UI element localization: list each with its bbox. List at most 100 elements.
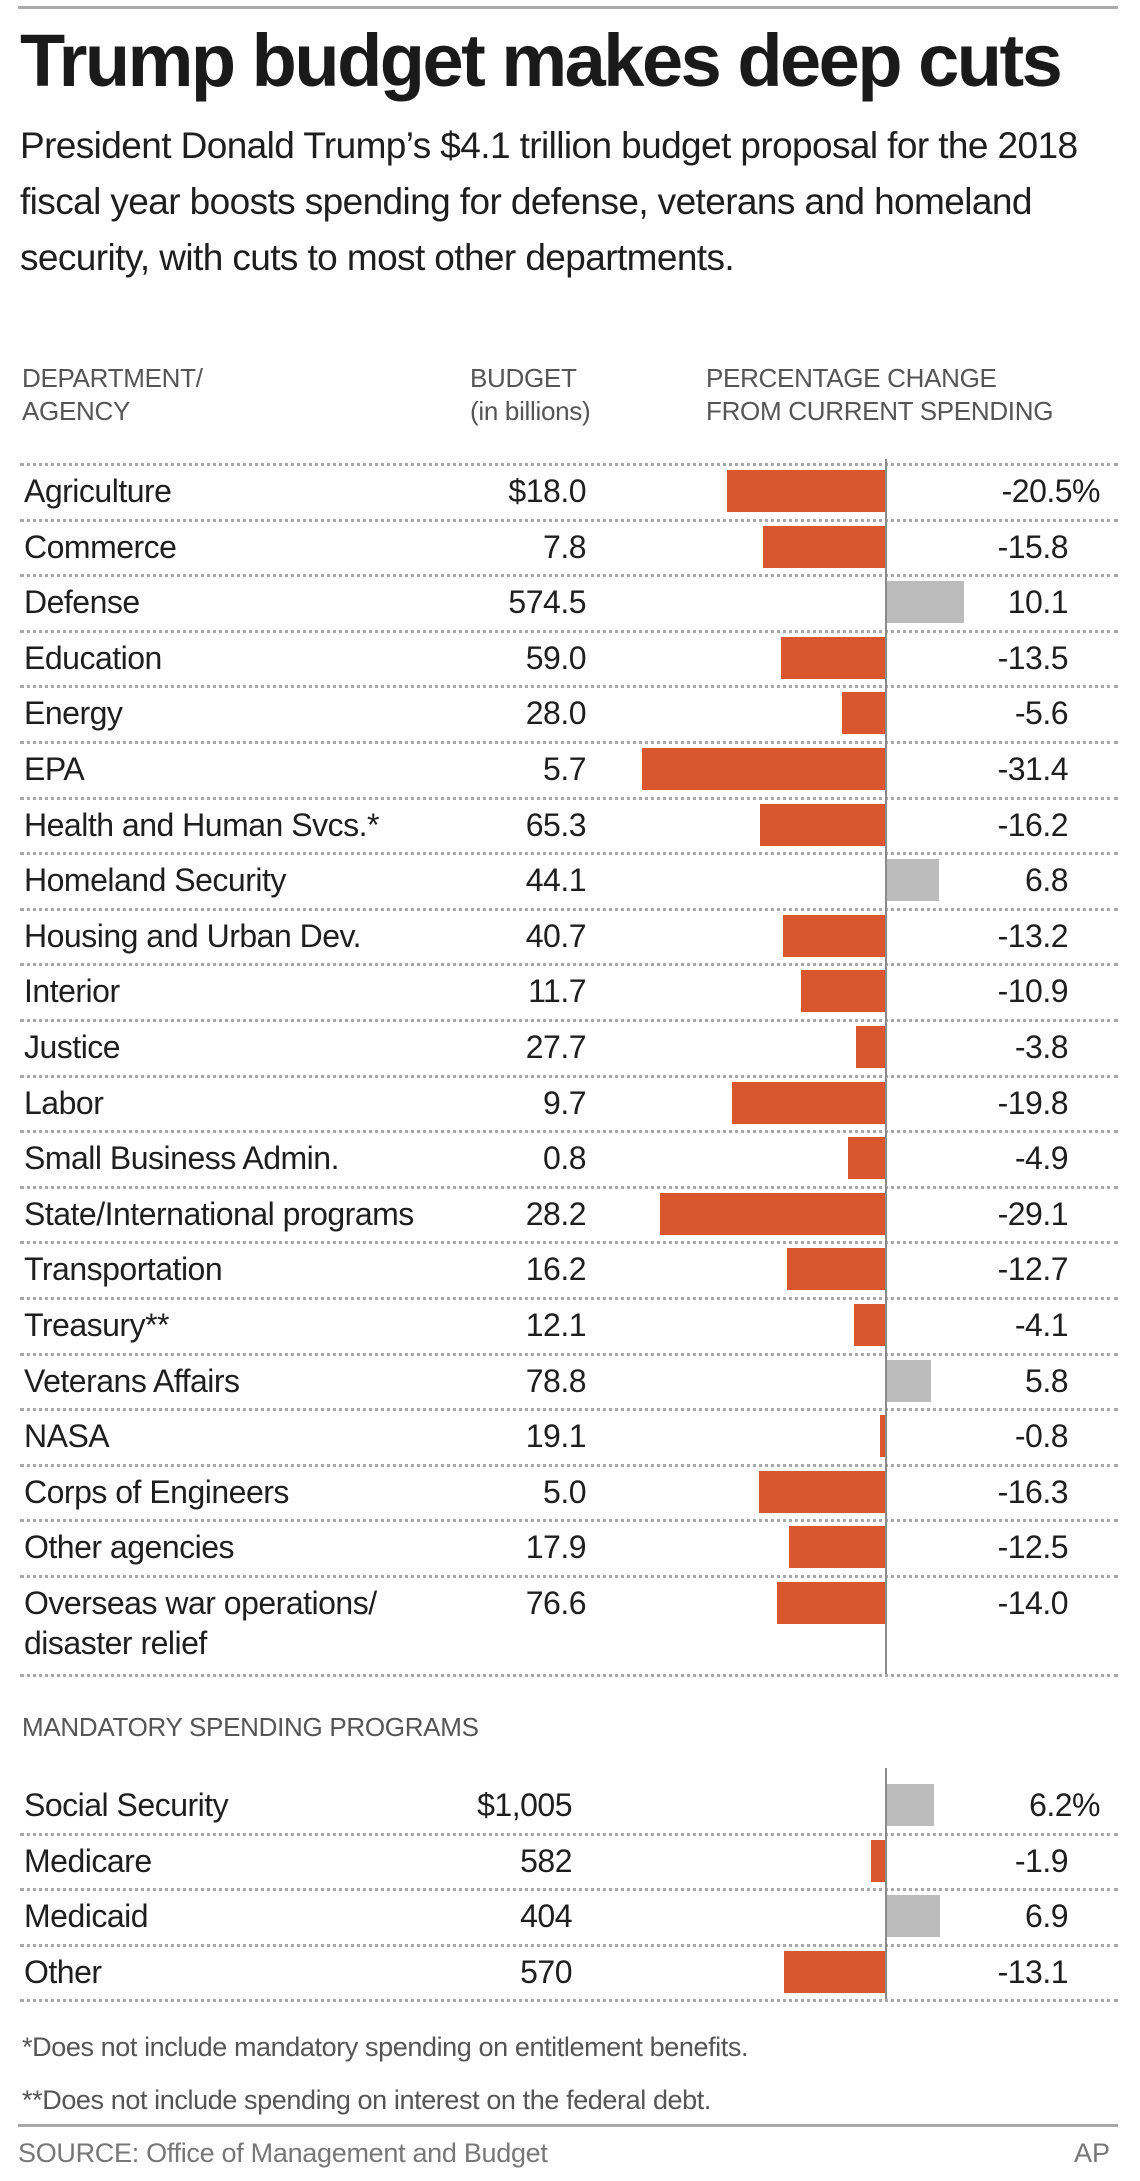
column-header-budget-line2: (in billions) [470,396,591,426]
agency-bar [879,1415,886,1458]
bottom-rule [18,2124,1118,2127]
mandatory-bar [871,1839,886,1882]
mandatory-row-change: -1.9 [1014,1842,1069,1879]
mandatory-divider [20,1832,1118,1836]
agency-divider [20,629,1118,633]
agency-bar [854,1304,886,1346]
agency-row-label: Housing and Urban Dev. [24,917,362,954]
mandatory-row-budget: 582 [520,1842,572,1879]
mandatory-row-budget: 404 [520,1898,572,1935]
agency-bar [886,581,965,624]
agency-row-change: -12.5 [997,1529,1069,1566]
mandatory-zero-axis [885,1768,887,2000]
mandatory-divider [20,1999,1118,2003]
agency-divider [20,1185,1118,1189]
agency-row-budget: 78.8 [525,1362,587,1399]
agency-row-change: -5.6 [1014,695,1069,732]
agency-row-label: NASA [24,1418,110,1455]
mandatory-row-label: Social Security [24,1787,229,1823]
agency-row-change: -16.2 [997,806,1069,843]
agency-row-label: Transportation [24,1251,223,1288]
agency-bar [759,1470,886,1513]
mandatory-bar [886,1895,940,1938]
agency-divider [20,463,1118,466]
agency-row-budget: 5.7 [543,751,586,787]
agency-bar [787,1248,886,1291]
agency-row-label: Other agencies [24,1529,235,1566]
agency-divider [20,1519,1118,1523]
agency-bar [659,1192,886,1235]
agency-row-label: Interior [24,973,120,1010]
credit: AP [1073,2138,1110,2168]
agency-row-change: -19.8 [997,1084,1069,1121]
agency-row-budget: 27.7 [525,1029,587,1065]
agency-bar [783,914,886,957]
agency-divider [20,1408,1118,1412]
agency-row-budget: 17.9 [525,1529,587,1566]
footnote-1: *Does not include mandatory spending on … [22,2032,749,2062]
chart-title: Trump budget makes deep cuts [20,19,1063,102]
mandatory-row-change: 6.9 [1025,1898,1068,1935]
agency-bar [763,525,886,568]
agency-row-change: -3.8 [1014,1029,1069,1065]
agency-row-label: Agriculture [24,473,172,509]
agency-row-label: Energy [24,695,123,732]
agency-divider [20,1074,1118,1078]
agency-divider [20,796,1118,800]
agency-row-budget: 28.2 [525,1195,587,1232]
agency-row-change: 6.8 [1025,862,1068,899]
agency-bar [788,1526,886,1569]
agency-row-label: State/International programs [24,1195,414,1232]
agency-bar [726,470,886,512]
mandatory-section-title: MANDATORY SPENDING PROGRAMS [22,1712,479,1742]
column-header-budget-line1: BUDGET [470,363,577,393]
agency-row-label: Health and Human Svcs.* [24,806,379,843]
agency-row-budget: 7.8 [543,528,586,565]
agency-divider [20,574,1118,578]
agency-row-change: -31.4 [997,751,1069,787]
agency-row-budget: 59.0 [525,639,587,676]
mandatory-row-change: 6.2% [1029,1787,1100,1823]
column-header-change-line2: FROM CURRENT SPENDING [706,396,1054,426]
agency-row-budget: 76.6 [525,1585,587,1621]
agency-row-change: 10.1 [1007,584,1069,621]
agency-row-budget: 65.3 [525,806,587,843]
agency-row-change: 5.8 [1025,1362,1068,1399]
mandatory-row-budget: $1,005 [477,1787,572,1823]
mandatory-bar [886,1784,935,1826]
agency-row-label: Corps of Engineers [24,1473,289,1510]
agency-divider [20,741,1118,744]
agency-row-budget: 28.0 [525,695,587,732]
agency-bar [856,1026,886,1068]
agency-row-change: -14.0 [997,1585,1069,1621]
agency-divider [20,1674,1118,1677]
agency-divider [20,1463,1118,1467]
agency-divider [20,1297,1118,1300]
agency-row-label: EPA [24,751,85,787]
agency-row-change: -4.1 [1014,1307,1069,1343]
agency-row-budget: 9.7 [543,1084,586,1121]
agency-row-change: -10.9 [997,973,1069,1010]
agency-row-budget: 5.0 [543,1473,586,1510]
agency-divider [20,1130,1118,1134]
agency-bar [842,692,886,735]
agency-divider [20,963,1118,967]
column-header-change: PERCENTAGE CHANGE FROM CURRENT SPENDING [706,362,1053,428]
mandatory-row-label: Medicare [24,1842,152,1879]
agency-bar [886,1359,932,1402]
agency-row-budget: 574.5 [508,584,586,621]
agency-divider [20,1019,1118,1022]
column-header-department-line1: DEPARTMENT/ [22,363,203,393]
column-header-department: DEPARTMENT/ AGENCY [22,362,203,428]
agency-row-change: -13.5 [997,639,1069,676]
agency-zero-axis [885,459,887,1674]
agency-divider [20,852,1118,856]
agency-row-label: Defense [24,584,140,621]
column-header-department-line2: AGENCY [22,396,131,426]
agency-bar [781,636,886,679]
agency-divider [20,1241,1118,1245]
agency-row-budget: 44.1 [525,862,587,899]
mandatory-bar [784,1950,886,1993]
agency-row-change: -0.8 [1014,1418,1069,1455]
source-note: SOURCE: Office of Management and Budget [18,2138,548,2168]
